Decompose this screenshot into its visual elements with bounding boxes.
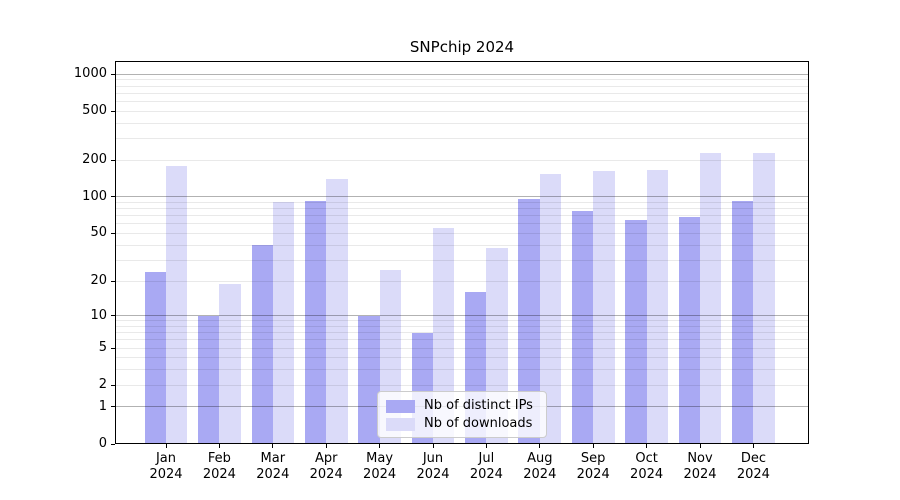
x-tick-label: Apr 2024 [309,451,343,482]
x-tick-mark [272,444,274,448]
x-tick-mark [646,444,648,448]
legend-label-distinct-ips: Nb of distinct IPs [424,398,533,413]
x-tick-label: Oct 2024 [630,451,664,482]
x-tick-mark [485,444,487,448]
x-tick-mark [752,444,754,448]
legend-label-downloads: Nb of downloads [424,416,533,431]
y-tick-label: 5 [98,340,107,355]
x-tick-mark [592,444,594,448]
x-tick-mark [218,444,220,448]
x-tick-label: Jan 2024 [149,451,183,482]
y-tick-label: 1000 [73,66,107,81]
x-tick-mark [432,444,434,448]
y-tick-label: 2 [98,377,107,393]
y-tick-label: 500 [82,103,107,119]
legend: Nb of distinct IPs Nb of downloads [377,391,547,438]
y-tick-label: 50 [90,225,107,241]
plot-area [115,61,809,444]
x-tick-mark [539,444,541,448]
x-tick-label: May 2024 [363,451,397,482]
x-tick-mark [379,444,381,448]
x-tick-label: Jun 2024 [416,451,450,482]
x-tick-mark [699,444,701,448]
x-tick-mark [325,444,327,448]
y-tick-label: 200 [82,152,107,167]
x-tick-label: Jul 2024 [469,451,503,482]
y-tick-label: 10 [90,307,107,323]
legend-swatch-downloads [386,417,415,431]
x-tick-label: Nov 2024 [683,451,717,482]
chart-title: SNPchip 2024 [409,38,515,56]
x-tick-label: Mar 2024 [256,451,290,482]
legend-swatch-distinct-ips [386,399,415,413]
x-tick-mark [165,444,167,448]
x-tick-label: Dec 2024 [736,451,770,482]
y-tick-label: 0 [98,436,107,451]
legend-item-distinct-ips: Nb of distinct IPs [386,398,538,414]
legend-item-downloads: Nb of downloads [386,416,538,432]
x-tick-label: Aug 2024 [523,451,557,482]
y-tick-label: 20 [90,273,107,288]
x-tick-label: Sep 2024 [576,451,610,482]
y-tick-label: 100 [82,188,107,204]
x-tick-label: Feb 2024 [202,451,236,482]
y-tick-label: 1 [98,398,107,414]
